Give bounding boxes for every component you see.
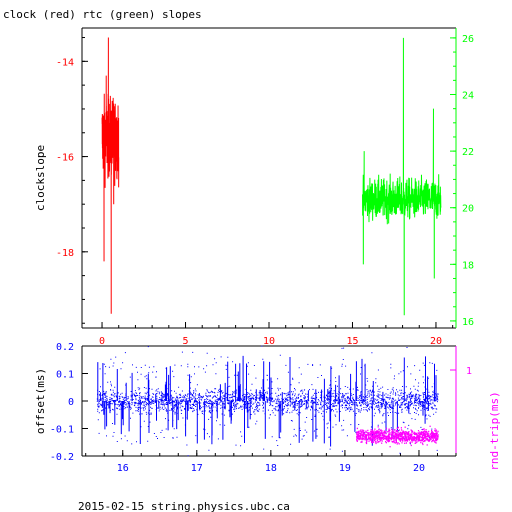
y-tick-label: -18 — [56, 248, 74, 259]
y2-tick-label: 22 — [462, 147, 474, 158]
x-tick-label: 20 — [430, 336, 442, 347]
rtc-series-line — [362, 37, 442, 316]
x-tick-label: 15 — [346, 336, 358, 347]
x-tick-label-2: 20 — [413, 463, 425, 474]
y-axis-label: clockslope — [34, 145, 47, 211]
y2-tick-label: 18 — [462, 260, 474, 271]
y2-tick-label: 24 — [462, 91, 474, 102]
y-axis-label-2: offset(ms) — [34, 368, 47, 434]
y-tick-label-2: 0.2 — [56, 342, 74, 353]
y2-axis-label-2: rnd-trip(ms) — [488, 391, 501, 470]
rnd-trip-series-points — [356, 425, 439, 448]
y-tick-label: -14 — [56, 57, 74, 68]
x-tick-label: 5 — [183, 336, 189, 347]
y2-tick-label-2: 1 — [466, 366, 472, 377]
x-tick-label-2: 19 — [339, 463, 351, 474]
clock-series-line — [101, 37, 120, 314]
y-tick-label: -16 — [56, 153, 74, 164]
x-tick-label-2: 17 — [191, 463, 203, 474]
x-tick-label-2: 18 — [265, 463, 277, 474]
footer-text: 2015-02-15 string.physics.ubc.ca — [78, 500, 290, 512]
chart-title: clock (red) rtc (green) slopes — [3, 8, 202, 21]
y-tick-label-2: 0 — [68, 397, 74, 408]
y-tick-label-2: -0.1 — [50, 425, 74, 436]
x-tick-label: 0 — [99, 336, 105, 347]
y-tick-label-2: -0.2 — [50, 452, 74, 463]
x-tick-label-2: 16 — [117, 463, 129, 474]
y2-tick-label: 26 — [462, 34, 474, 45]
offset-series-points — [96, 345, 439, 457]
y-tick-label-2: 0.1 — [56, 370, 74, 381]
y2-tick-label: 20 — [462, 204, 474, 215]
y2-tick-label: 16 — [462, 317, 474, 328]
x-tick-label: 10 — [263, 336, 275, 347]
